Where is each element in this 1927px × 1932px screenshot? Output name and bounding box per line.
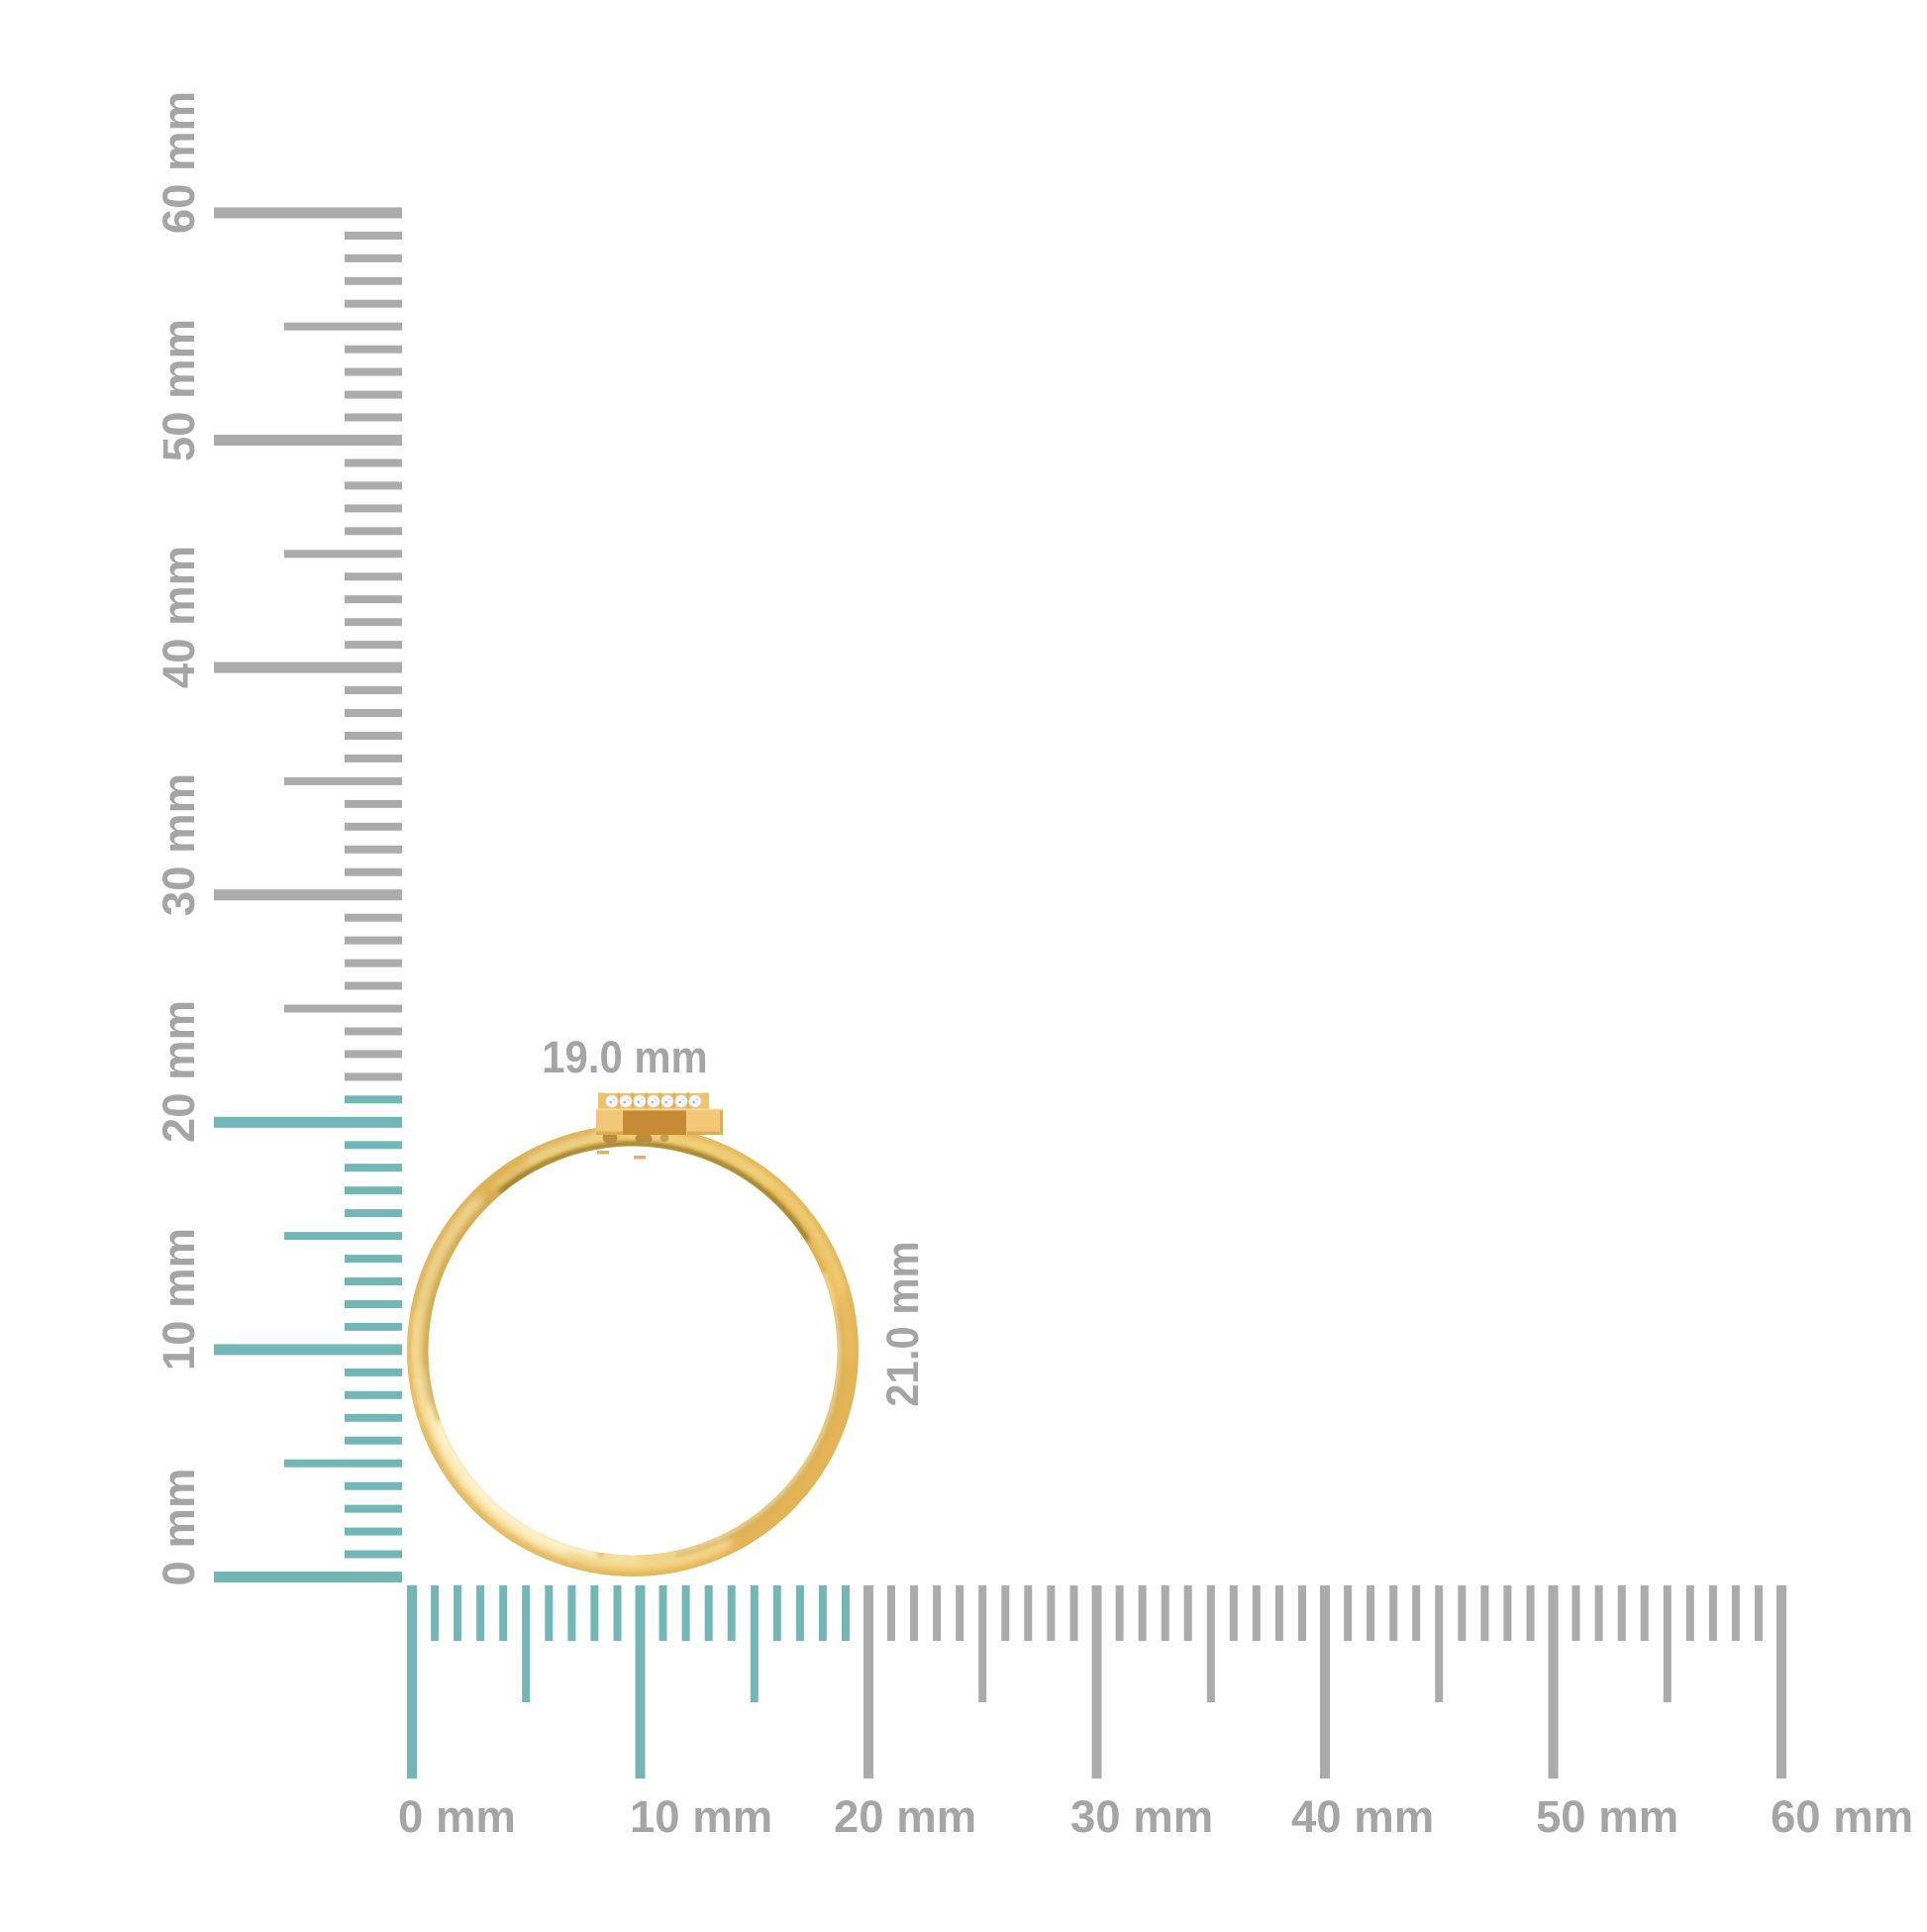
svg-text:30 mm: 30 mm bbox=[1070, 1791, 1213, 1842]
svg-text:40 mm: 40 mm bbox=[153, 546, 204, 688]
svg-text:20 mm: 20 mm bbox=[153, 1000, 204, 1143]
svg-text:60 mm: 60 mm bbox=[153, 91, 204, 234]
svg-text:19.0 mm: 19.0 mm bbox=[542, 1034, 707, 1083]
svg-text:40 mm: 40 mm bbox=[1291, 1791, 1434, 1842]
svg-text:60 mm: 60 mm bbox=[1771, 1791, 1913, 1842]
svg-text:21.0 mm: 21.0 mm bbox=[879, 1241, 929, 1406]
svg-text:10 mm: 10 mm bbox=[153, 1228, 204, 1371]
svg-text:0 mm: 0 mm bbox=[398, 1791, 516, 1842]
svg-text:30 mm: 30 mm bbox=[153, 773, 204, 916]
svg-text:50 mm: 50 mm bbox=[1536, 1791, 1678, 1842]
svg-text:10 mm: 10 mm bbox=[630, 1791, 772, 1842]
svg-text:50 mm: 50 mm bbox=[153, 319, 204, 461]
svg-text:20 mm: 20 mm bbox=[834, 1791, 976, 1842]
svg-text:0 mm: 0 mm bbox=[153, 1469, 204, 1586]
